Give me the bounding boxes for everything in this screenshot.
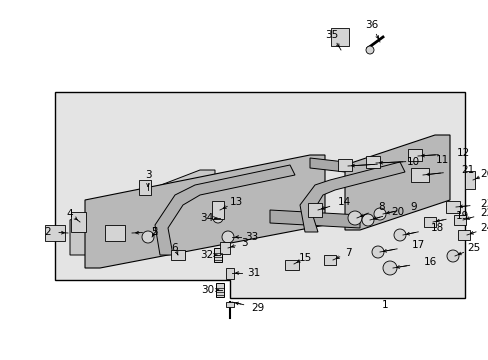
Text: 17: 17 xyxy=(410,240,424,250)
Text: 9: 9 xyxy=(410,202,416,212)
Text: 34: 34 xyxy=(200,213,213,223)
Text: 2: 2 xyxy=(151,227,158,237)
Polygon shape xyxy=(309,158,345,172)
Bar xyxy=(285,260,298,270)
Text: 36: 36 xyxy=(365,20,378,30)
Polygon shape xyxy=(55,92,464,298)
Polygon shape xyxy=(269,210,359,228)
Circle shape xyxy=(393,229,405,241)
Bar xyxy=(105,225,125,241)
Text: 14: 14 xyxy=(337,197,350,207)
Text: 18: 18 xyxy=(429,223,443,233)
Polygon shape xyxy=(155,165,294,255)
Text: 3: 3 xyxy=(144,170,151,180)
Text: 4: 4 xyxy=(66,209,73,219)
Circle shape xyxy=(446,250,458,262)
Text: 31: 31 xyxy=(247,268,260,278)
Text: 11: 11 xyxy=(434,155,447,165)
Bar xyxy=(220,242,229,254)
Circle shape xyxy=(361,214,373,226)
Bar xyxy=(216,283,224,297)
Bar xyxy=(70,212,85,232)
Bar xyxy=(407,149,421,161)
Polygon shape xyxy=(85,155,325,268)
Bar xyxy=(214,248,222,262)
Text: 16: 16 xyxy=(423,257,436,267)
Text: 30: 30 xyxy=(201,285,214,295)
Bar xyxy=(423,217,435,227)
Text: 35: 35 xyxy=(325,30,338,40)
Text: 2: 2 xyxy=(44,227,51,237)
Bar xyxy=(171,250,184,260)
Circle shape xyxy=(382,261,396,275)
Text: 19: 19 xyxy=(454,211,468,221)
Circle shape xyxy=(142,231,154,243)
Circle shape xyxy=(213,213,223,223)
Bar xyxy=(330,28,348,46)
Text: 33: 33 xyxy=(245,232,258,242)
Text: 20: 20 xyxy=(390,207,404,217)
Text: 12: 12 xyxy=(455,148,468,158)
Text: 25: 25 xyxy=(467,243,480,253)
Bar xyxy=(445,201,459,213)
Bar xyxy=(324,255,335,265)
Text: 23: 23 xyxy=(479,199,488,209)
Text: 7: 7 xyxy=(344,248,350,258)
Polygon shape xyxy=(345,135,449,230)
Bar xyxy=(453,215,465,225)
Polygon shape xyxy=(299,162,404,232)
Bar xyxy=(212,201,224,219)
Bar xyxy=(45,225,65,241)
Bar xyxy=(225,267,234,279)
Circle shape xyxy=(371,246,383,258)
Text: 5: 5 xyxy=(151,227,158,237)
Text: 6: 6 xyxy=(171,243,178,253)
Bar xyxy=(464,171,474,189)
Circle shape xyxy=(222,231,234,243)
Text: 8: 8 xyxy=(378,202,385,212)
Text: 22: 22 xyxy=(479,208,488,218)
Text: 26: 26 xyxy=(479,169,488,179)
Text: 24: 24 xyxy=(479,223,488,233)
Bar xyxy=(307,203,321,217)
Polygon shape xyxy=(70,170,215,255)
Text: 3: 3 xyxy=(240,238,247,248)
Bar xyxy=(225,302,234,307)
Circle shape xyxy=(373,208,385,220)
Bar xyxy=(457,230,469,240)
Text: 1: 1 xyxy=(381,300,387,310)
Bar xyxy=(365,156,379,168)
Circle shape xyxy=(347,211,361,225)
Bar xyxy=(139,180,151,195)
Bar xyxy=(337,159,351,171)
Text: 21: 21 xyxy=(461,165,474,175)
Text: 29: 29 xyxy=(251,303,264,313)
Text: 15: 15 xyxy=(298,253,311,263)
Bar xyxy=(410,168,428,182)
Text: 13: 13 xyxy=(229,197,242,207)
Circle shape xyxy=(365,46,373,54)
Text: 32: 32 xyxy=(200,250,213,260)
Text: 10: 10 xyxy=(406,157,419,167)
